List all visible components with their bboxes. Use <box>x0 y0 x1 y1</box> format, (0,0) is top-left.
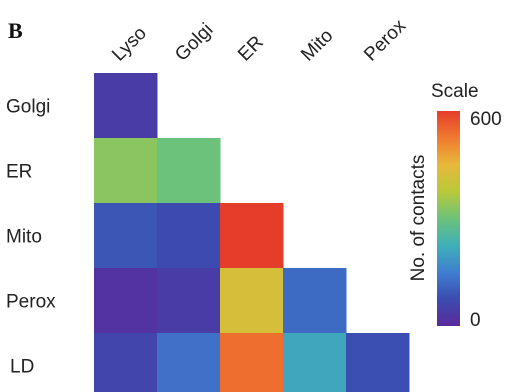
colorbar-gradient <box>437 111 460 326</box>
heatmap-cell-ld-mito <box>283 333 347 392</box>
column-label-mito: Mito <box>297 25 337 65</box>
heatmap-cell-perox-lyso <box>94 268 158 334</box>
column-label-er: ER <box>234 32 268 66</box>
colorbar-max-label: 600 <box>470 109 502 130</box>
column-labels: Lyso Golgi ER Mito Perox <box>108 15 410 65</box>
row-label-ld: LD <box>10 357 34 378</box>
heatmap-cell-perox-golgi <box>157 268 221 334</box>
row-label-mito: Mito <box>6 227 42 248</box>
column-label-perox: Perox <box>360 15 410 65</box>
heatmap-cell-mito-er <box>220 203 284 269</box>
heatmap-cell-mito-golgi <box>157 203 221 269</box>
column-label-golgi: Golgi <box>171 19 217 65</box>
heatmap-cell-ld-perox <box>346 333 410 392</box>
heatmap-cell-er-golgi <box>157 138 221 204</box>
heatmap-cell-er-lyso <box>94 138 158 204</box>
heatmap-cell-perox-mito <box>283 268 347 334</box>
row-labels: Golgi ER Mito Perox LD <box>6 97 56 378</box>
colorbar-min-label: 0 <box>470 310 481 331</box>
heatmap-cell-perox-er <box>220 268 284 334</box>
colorbar-title: Scale <box>431 81 479 102</box>
heatmap-cell-ld-lyso <box>94 333 158 392</box>
heatmap-cell-golgi-lyso <box>94 73 158 139</box>
row-label-golgi: Golgi <box>6 97 50 118</box>
heatmap-cell-mito-lyso <box>94 203 158 269</box>
heatmap-cell-ld-er <box>220 333 284 392</box>
heatmap-cells <box>94 73 410 392</box>
colorbar: Scale 600 0 No. of contacts <box>408 81 502 331</box>
row-label-er: ER <box>6 162 32 183</box>
row-label-perox: Perox <box>6 292 56 313</box>
column-label-lyso: Lyso <box>108 23 151 66</box>
colorbar-axis-label: No. of contacts <box>408 155 429 282</box>
heatmap-cell-ld-golgi <box>157 333 221 392</box>
panel-letter: B <box>8 18 23 43</box>
